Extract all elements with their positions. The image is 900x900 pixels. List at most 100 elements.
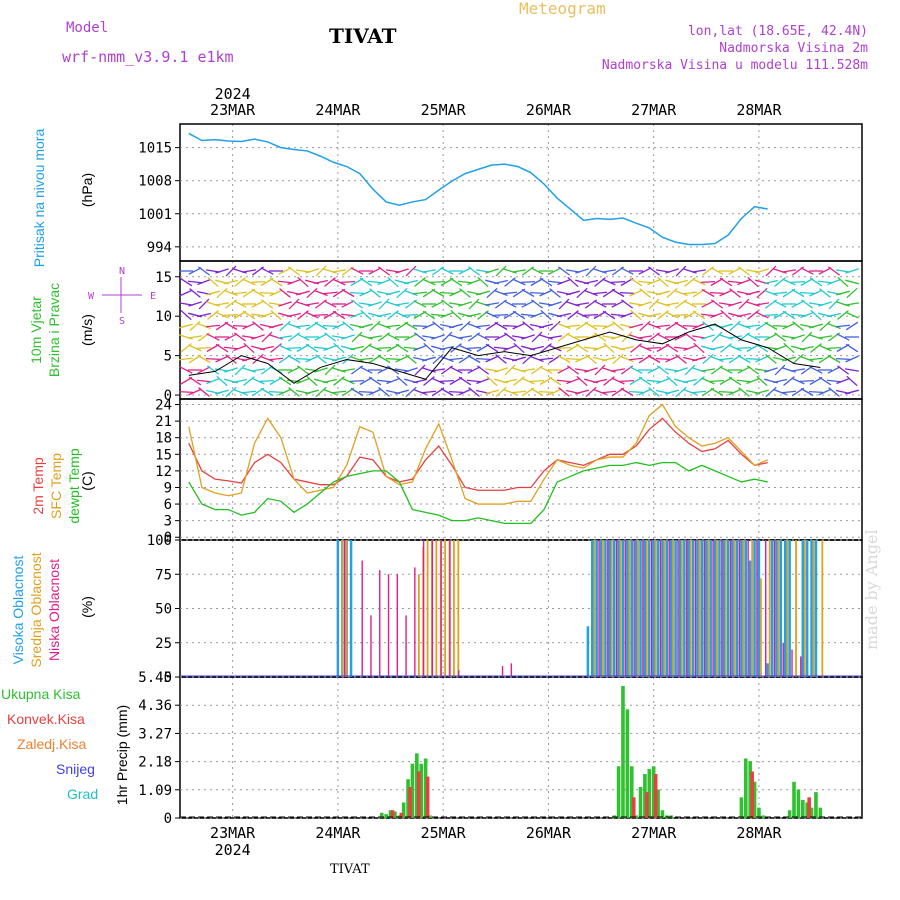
wind-barb-438 (503, 332, 517, 342)
wind-barb-777 (754, 368, 770, 372)
wind-barb-515 (558, 387, 570, 397)
wind-barb-151 (286, 346, 302, 350)
wind-barb-839 (800, 387, 814, 397)
wind-barb-766 (746, 377, 760, 385)
wind-barb-747 (738, 298, 750, 310)
wind-barb-133 (277, 280, 293, 284)
wind-barb-460 (520, 313, 536, 317)
wind-barb-358 (439, 379, 455, 383)
wind-barb-210 (331, 335, 347, 339)
wind-barb-391 (466, 346, 482, 350)
cloud-bar-0-55 (810, 540, 813, 677)
wind-barb-28 (197, 312, 211, 318)
wind-barb-27 (198, 298, 210, 310)
wind-barb-474 (531, 331, 543, 343)
precip-bar-1-1 (399, 812, 404, 818)
cloud-bar-0-12 (621, 540, 625, 677)
wind-barb-148 (287, 312, 301, 318)
wind-barb-508 (557, 312, 571, 318)
wind-barb-612 (638, 267, 652, 275)
wind-barb-214 (333, 376, 345, 386)
wind-barb-679 (683, 344, 697, 352)
wind-barb-580 (610, 313, 626, 317)
wind-barb-198 (323, 332, 337, 342)
x-tick-bottom-0: 23MAR (210, 824, 256, 842)
wind-barb-862 (818, 376, 832, 386)
wind-barb-714 (711, 331, 723, 343)
precip-bar-0-18 (629, 766, 634, 818)
cloud-bar-0-16 (639, 540, 642, 677)
wind-barb-725 (719, 323, 733, 329)
wind-barb-849 (809, 366, 823, 374)
wind-barb-142 (278, 376, 292, 386)
wind-barb-899 (845, 389, 859, 395)
wind-barb-461 (522, 321, 534, 331)
wind-barb-574 (603, 376, 615, 386)
wind-barb-40 (207, 310, 219, 320)
wind-barb-149 (287, 322, 301, 330)
wind-barb-209 (332, 322, 346, 330)
wind-barb-19 (188, 344, 202, 352)
wind-barb-468 (530, 267, 544, 275)
wind-barb-55 (215, 343, 229, 353)
wind-barb-712 (710, 311, 724, 319)
wind-barb-71 (225, 386, 237, 398)
wind-barb-694 (693, 376, 705, 386)
wind-barb-224 (342, 353, 354, 365)
wind-barb-513 (557, 366, 571, 374)
wind-barb-404 (475, 357, 491, 361)
cloud-bar-0-33 (713, 540, 717, 677)
wind-barb-359 (440, 387, 454, 397)
precip-bar-1-9 (807, 797, 811, 818)
panel-4 (179, 676, 863, 819)
wind-barb-184 (313, 313, 329, 317)
wind-barb-255 (368, 301, 382, 307)
wind-barb-589 (620, 277, 634, 287)
wind-barb-241 (359, 277, 373, 287)
wind-barb-868 (827, 312, 841, 318)
wind-barb-662 (674, 289, 688, 297)
wind-barb-288 (395, 268, 409, 274)
wind-barb-471 (530, 299, 544, 309)
cloud-bar-1-14 (610, 540, 613, 677)
wind-barb-81 (234, 364, 246, 376)
cloud-bar-0-8 (604, 540, 607, 677)
wind-barb-306 (404, 333, 418, 341)
precip-bar-1-0 (390, 810, 395, 818)
wind-barb-3 (178, 302, 194, 306)
precip-tick-label-1: 1.09 (138, 783, 172, 799)
wind-barb-311 (405, 386, 417, 398)
wind-barb-563 (593, 388, 607, 396)
temp-tick-label-4: 12 (155, 464, 172, 480)
wind-barb-634 (646, 379, 662, 383)
footer-station: TIVAT (330, 862, 370, 877)
wind-barb-656 (665, 355, 679, 363)
wind-barb-571 (603, 342, 615, 354)
cloud-bar-0-3 (349, 540, 353, 677)
model-name: wrf-nmm_v3.9.1 e1km (62, 48, 234, 66)
wind-barb-160 (297, 310, 309, 320)
wind-barb-595 (620, 345, 634, 351)
wind-barb-625 (647, 278, 661, 286)
temp-tick-label-0: 0 (164, 530, 172, 546)
wind-barb-482 (539, 289, 553, 297)
wind-barb-42 (206, 333, 220, 341)
temp-tick-label-1: 3 (164, 514, 172, 530)
x-tick-top-5: 28MAR (736, 101, 782, 119)
wind-barb-683 (683, 388, 697, 396)
wind-barb-789 (764, 367, 778, 373)
wind-barb-865 (827, 278, 841, 286)
wind-barb-171 (304, 302, 320, 306)
wind-barb-880 (837, 310, 849, 320)
wind-barb-187 (313, 346, 329, 350)
wind-barb-126 (269, 334, 283, 340)
wind-barb-871 (826, 346, 842, 350)
wind-barb-389 (467, 322, 481, 330)
cloud-bar-0-37 (731, 540, 734, 677)
wind-barb-328 (422, 310, 436, 320)
wind-barb-639 (656, 301, 670, 307)
wind-barb-479 (530, 387, 544, 397)
wind-barb-755 (738, 387, 750, 397)
legend-conv-precip: Konvek.Kisa (7, 711, 85, 727)
wind-barb-867 (828, 298, 840, 310)
